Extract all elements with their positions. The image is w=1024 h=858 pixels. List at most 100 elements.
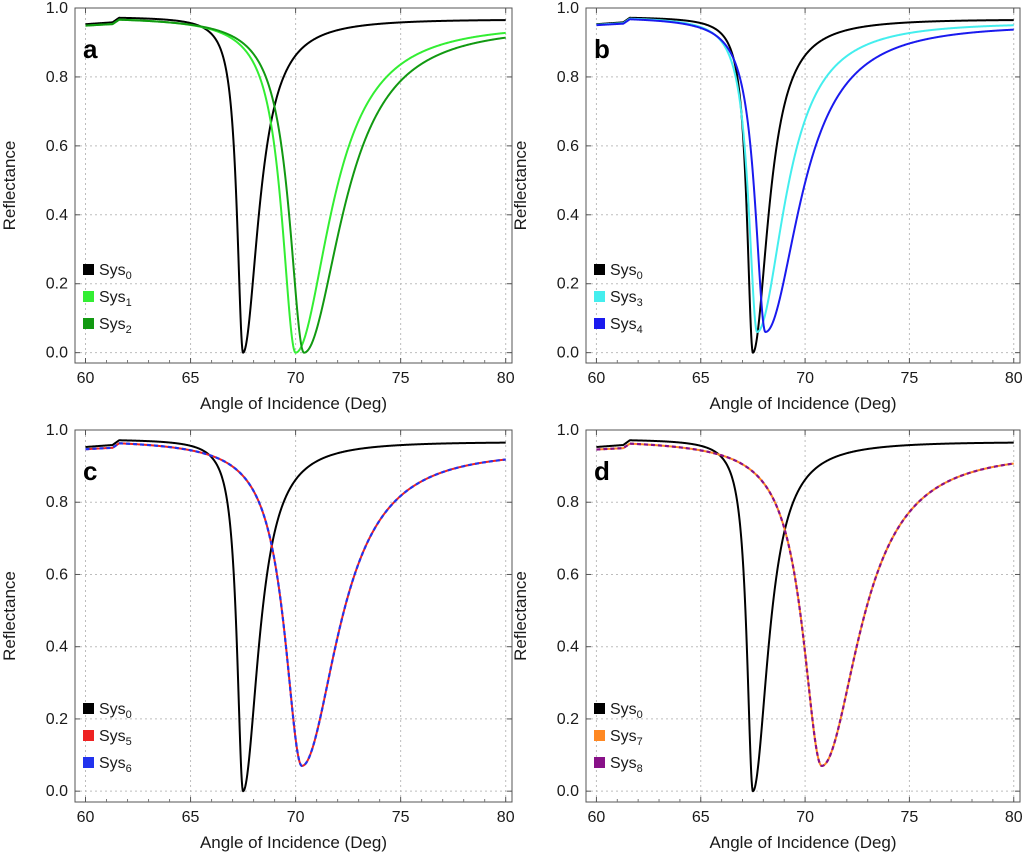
legend-subscript: 0: [126, 709, 132, 721]
y-tick-label: 0.0: [46, 345, 68, 362]
y-tick-label: 1.0: [557, 422, 579, 439]
series-line-sys0: [595, 439, 1015, 793]
y-tick-label: 0.4: [46, 639, 68, 656]
legend-subscript: 0: [126, 270, 132, 282]
y-tick-label: 0.8: [46, 494, 68, 511]
legend-swatch-sys0: [83, 264, 94, 275]
y-tick-label: 0.0: [557, 783, 579, 800]
y-tick-label: 0.8: [46, 69, 68, 86]
y-tick-label: 0.6: [46, 138, 68, 155]
legend-swatch-sys1: [83, 291, 94, 302]
y-axis-label: Reflectance: [0, 571, 19, 661]
x-tick-label: 70: [287, 370, 305, 387]
y-tick-label: 0.2: [46, 276, 68, 293]
legend-subscript: 0: [637, 709, 643, 721]
y-axis-label: Reflectance: [511, 571, 530, 661]
x-axis-label: Angle of Incidence (Deg): [200, 394, 387, 413]
legend-swatch-sys0: [594, 264, 605, 275]
x-axis-label: Angle of Incidence (Deg): [709, 394, 896, 413]
legend-swatch-sys0: [594, 703, 605, 714]
y-tick-label: 0.0: [46, 783, 68, 800]
x-tick-label: 75: [901, 809, 919, 826]
y-tick-label: 0.0: [557, 345, 579, 362]
x-tick-label: 60: [77, 809, 95, 826]
y-tick-label: 0.4: [557, 207, 579, 224]
legend-label-sys0: Sys0: [610, 701, 643, 721]
legend-swatch-sys5: [83, 730, 94, 741]
y-tick-label: 0.8: [557, 69, 579, 86]
legend-subscript: 6: [126, 763, 132, 775]
x-tick-label: 65: [692, 809, 710, 826]
legend-subscript: 4: [637, 324, 643, 336]
legend-subscript: 8: [637, 763, 643, 775]
legend-label-sys0: Sys0: [99, 262, 132, 282]
panel-letter: c: [83, 456, 97, 486]
legend-swatch-sys3: [594, 291, 605, 302]
series-line-sys6: [84, 442, 507, 767]
y-tick-label: 1.0: [46, 422, 68, 439]
series-line-sys8: [595, 442, 1015, 767]
plot-frame: [74, 7, 513, 364]
y-tick-label: 0.4: [46, 207, 68, 224]
series-line-sys0: [84, 16, 507, 354]
legend-label-sys0: Sys0: [99, 701, 132, 721]
legend-label-sys1: Sys1: [99, 289, 132, 309]
legend-swatch-sys7: [594, 730, 605, 741]
legend-subscript: 2: [126, 324, 132, 336]
legend-subscript: 5: [126, 736, 132, 748]
x-tick-label: 80: [497, 809, 515, 826]
x-tick-label: 70: [287, 809, 305, 826]
legend-label-sys3: Sys3: [610, 289, 643, 309]
x-tick-label: 80: [1005, 809, 1023, 826]
x-tick-label: 60: [588, 370, 606, 387]
y-tick-label: 0.6: [557, 566, 579, 583]
y-axis-label: Reflectance: [0, 141, 19, 231]
plot-frame: [585, 7, 1021, 364]
legend-swatch-sys2: [83, 318, 94, 329]
y-tick-label: 1.0: [46, 0, 68, 17]
x-tick-label: 65: [182, 809, 200, 826]
series-line-sys4: [595, 18, 1015, 333]
y-tick-label: 0.2: [557, 711, 579, 728]
legend-label-sys6: Sys6: [99, 755, 132, 775]
y-tick-label: 0.4: [557, 639, 579, 656]
y-tick-label: 0.2: [46, 711, 68, 728]
series-line-sys0: [84, 439, 507, 793]
legend-label-sys4: Sys4: [610, 316, 643, 336]
x-tick-label: 60: [77, 370, 95, 387]
x-tick-label: 70: [796, 370, 814, 387]
x-tick-label: 70: [796, 809, 814, 826]
x-tick-label: 60: [588, 809, 606, 826]
x-tick-label: 75: [392, 370, 410, 387]
plot-frame: [74, 429, 513, 803]
legend-subscript: 3: [637, 297, 643, 309]
panel-letter: b: [594, 34, 610, 64]
y-tick-label: 0.6: [557, 138, 579, 155]
y-axis-label: Reflectance: [511, 141, 530, 231]
x-tick-label: 65: [182, 370, 200, 387]
x-tick-label: 80: [1005, 370, 1023, 387]
legend-swatch-sys0: [83, 703, 94, 714]
panel-a: 60 65 70 75 80 0.0 0.2 0.4 0.6 0.8 1.0 Angle of Inc…: [0, 0, 515, 413]
plot-frame: [585, 429, 1021, 803]
legend-subscript: 7: [637, 736, 643, 748]
series-line-sys0: [595, 16, 1015, 354]
panel-b: 60 65 70 75 80 0.0 0.2 0.4 0.6 0.8 1.0 Angle of Inc…: [511, 0, 1023, 413]
legend-subscript: 0: [637, 270, 643, 282]
x-tick-label: 75: [392, 809, 410, 826]
legend-label-sys2: Sys2: [99, 316, 132, 336]
x-tick-label: 65: [692, 370, 710, 387]
legend-label-sys0: Sys0: [610, 262, 643, 282]
y-tick-label: 0.6: [46, 566, 68, 583]
legend-label-sys5: Sys5: [99, 728, 132, 748]
x-tick-label: 80: [497, 370, 515, 387]
panel-letter: d: [594, 456, 610, 486]
legend-label-sys8: Sys8: [610, 755, 643, 775]
legend-swatch-sys8: [594, 757, 605, 768]
y-tick-label: 1.0: [557, 0, 579, 17]
y-tick-label: 0.2: [557, 276, 579, 293]
x-tick-label: 75: [901, 370, 919, 387]
x-axis-label: Angle of Incidence (Deg): [709, 833, 896, 852]
